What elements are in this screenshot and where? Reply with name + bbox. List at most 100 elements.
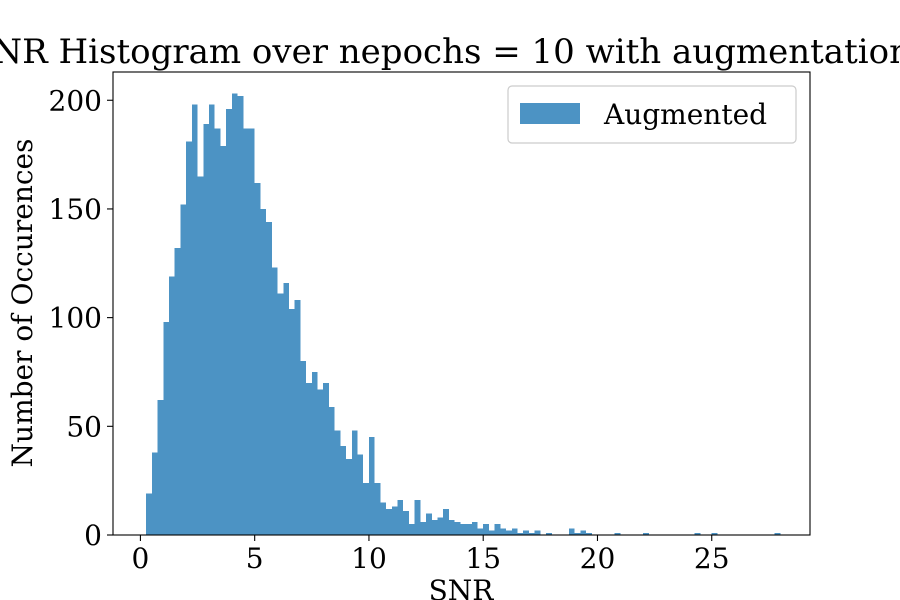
histogram-bar [328, 406, 335, 535]
histogram-bar [466, 524, 472, 535]
x-tick-label: 5 [246, 542, 264, 575]
histogram-bar [168, 276, 175, 535]
histogram-bar [408, 524, 415, 535]
histogram-bar [340, 445, 347, 535]
histogram-bar [146, 493, 152, 535]
histogram-bar [191, 104, 198, 535]
x-axis-label: SNR [429, 574, 495, 600]
x-tick-label: 10 [351, 542, 387, 575]
histogram-bar [243, 128, 249, 536]
histogram-bar [386, 508, 392, 535]
histogram-bar [414, 500, 421, 535]
histogram-bar [323, 382, 329, 535]
histogram-bar [351, 430, 358, 535]
histogram-bar [248, 128, 255, 536]
histogram-bar [397, 500, 404, 535]
histogram-bar [151, 452, 158, 535]
histogram-bar [443, 508, 449, 535]
plot-area-frame [112, 71, 811, 536]
histogram-bar [208, 104, 215, 535]
histogram-bar [288, 308, 295, 535]
histogram-bar [226, 108, 232, 535]
histogram-bar [197, 176, 204, 536]
histogram-bar [448, 519, 455, 535]
histogram-bar [157, 400, 164, 535]
histogram-bar [534, 530, 541, 535]
histogram-bar [163, 321, 169, 535]
legend-frame [507, 85, 797, 144]
histogram-bar [334, 430, 341, 535]
histogram-bar [363, 482, 369, 535]
histogram-bar [180, 204, 187, 535]
x-tick-label: 20 [580, 542, 616, 575]
histogram-bar [403, 511, 409, 535]
histogram-bar [426, 513, 432, 535]
histogram-bar [586, 532, 592, 535]
histogram-bar [546, 532, 552, 535]
y-tick-label: 100 [49, 302, 102, 335]
histogram-bar [500, 528, 507, 535]
histogram-bar [380, 502, 387, 535]
histogram-bar [203, 124, 209, 536]
histogram-bar [374, 482, 381, 535]
histogram-bar [237, 95, 244, 535]
y-tick-label: 0 [84, 519, 102, 552]
histogram-bar [614, 532, 621, 535]
legend-swatch [520, 103, 580, 124]
histogram-bar [311, 371, 318, 535]
histogram-bar [517, 532, 524, 535]
y-tick-label: 200 [49, 84, 102, 117]
histogram-bar [477, 528, 484, 535]
histogram-bar [174, 248, 181, 535]
histogram-bar [774, 532, 781, 535]
histogram-bar [460, 524, 467, 535]
histogram-bars [146, 93, 781, 536]
x-tick-label: 15 [465, 542, 501, 575]
histogram-bar [711, 532, 718, 535]
histogram-bar [214, 128, 221, 536]
histogram-bar [266, 221, 272, 536]
y-axis-label: Number of Occurences [6, 139, 39, 468]
histogram-bar [454, 521, 461, 535]
histogram-bar [483, 524, 489, 535]
histogram-bar [271, 267, 278, 535]
histogram-bar [511, 528, 518, 535]
histogram-bar [220, 145, 227, 535]
y-tick-label: 150 [49, 193, 102, 226]
histogram-bar [523, 530, 529, 535]
histogram-bar [643, 532, 649, 535]
histogram-bar [580, 530, 587, 535]
y-tick-label: 50 [66, 410, 102, 443]
histogram-bar [231, 93, 238, 535]
histogram-bar [494, 524, 501, 535]
x-tick-label: 0 [132, 542, 150, 575]
histogram-bar [568, 528, 575, 535]
histogram-bar [506, 530, 512, 535]
histogram-bar [437, 517, 444, 535]
chart-title: SNR Histogram over nepochs = 10 with aug… [0, 32, 900, 72]
histogram-bar [391, 506, 398, 535]
histogram-bar [346, 458, 352, 535]
histogram-bar [186, 141, 192, 535]
x-tick-label: 25 [694, 542, 730, 575]
histogram-bar [694, 532, 701, 535]
y-axis-ticks: 0 50 100 150 200 [49, 84, 113, 552]
histogram-bar [528, 532, 535, 535]
histogram-bar [283, 282, 289, 535]
x-axis-ticks: 0 5 10 15 20 25 [132, 535, 730, 575]
histogram-bar [277, 293, 284, 535]
histogram-bar [306, 382, 312, 535]
histogram-bar [300, 361, 307, 535]
histogram-bar [488, 530, 495, 535]
histogram-bar [254, 182, 261, 535]
histogram-bar [431, 519, 438, 535]
histogram-bar [260, 208, 267, 535]
legend-label-augmented: Augmented [603, 98, 767, 131]
legend: Augmented [507, 85, 797, 144]
histogram-bar [317, 389, 324, 535]
histogram-bar [294, 300, 301, 535]
histogram-bar [574, 532, 581, 535]
histogram-bar [368, 437, 375, 535]
histogram-bar [471, 521, 478, 535]
